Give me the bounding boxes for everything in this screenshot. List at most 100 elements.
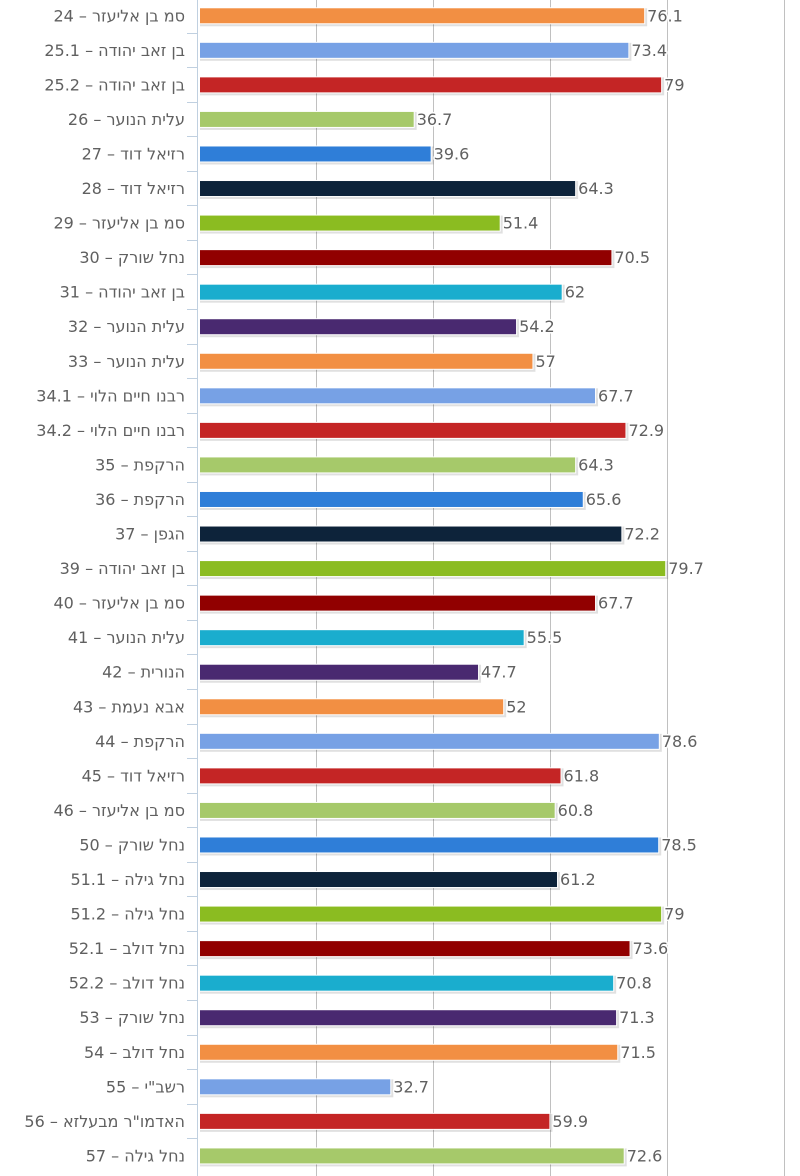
data-label: 60.8 xyxy=(558,801,594,820)
data-label: 64.3 xyxy=(578,455,614,474)
data-label: 70.5 xyxy=(614,248,650,267)
category-label: רשב"י – 55 xyxy=(106,1077,185,1096)
data-label: 79 xyxy=(664,75,684,94)
category-label: הגפן – 37 xyxy=(115,525,185,544)
data-label: 61.8 xyxy=(564,766,600,785)
category-label: בן זאב יהודה – 39 xyxy=(60,559,185,578)
data-label: 72.2 xyxy=(624,525,660,544)
bar[interactable] xyxy=(199,110,415,128)
category-label: רזיאל דוד – 28 xyxy=(82,179,185,198)
bar[interactable] xyxy=(199,974,615,992)
bar[interactable] xyxy=(199,905,663,923)
category-label: הרקפת – 36 xyxy=(95,490,185,509)
category-label: הרקפת – 35 xyxy=(95,455,185,474)
bar[interactable] xyxy=(199,283,563,301)
category-label: אבא נעמת – 43 xyxy=(73,697,185,716)
bar[interactable] xyxy=(199,698,505,716)
gridlines xyxy=(316,0,785,1176)
category-label: נחל שורק – 50 xyxy=(79,835,185,854)
category-axis xyxy=(187,0,198,1176)
category-label: הנורית – 42 xyxy=(102,663,185,682)
bar[interactable] xyxy=(199,7,646,25)
category-label: עלית הנוער – 41 xyxy=(68,628,185,647)
data-label: 78.5 xyxy=(661,835,697,854)
bar[interactable] xyxy=(199,1043,619,1061)
bar[interactable] xyxy=(199,421,627,439)
bar[interactable] xyxy=(199,387,597,405)
data-label: 71.3 xyxy=(619,1008,655,1027)
data-label: 73.6 xyxy=(633,939,669,958)
category-label: הרקפת – 44 xyxy=(95,732,185,751)
bar[interactable] xyxy=(199,180,577,198)
bar[interactable] xyxy=(199,525,623,543)
category-label: סמ בן אליעזר – 29 xyxy=(53,214,185,233)
data-label: 76.1 xyxy=(647,6,683,25)
bar[interactable] xyxy=(199,663,480,681)
category-label: בן זאב יהודה – 25.2 xyxy=(44,75,185,94)
category-label: נחל שורק – 53 xyxy=(79,1008,185,1027)
category-label: נחל שורק – 30 xyxy=(79,248,185,267)
bar[interactable] xyxy=(199,1009,618,1027)
data-label: 71.5 xyxy=(620,1043,656,1062)
category-label: סמ בן אליעזר – 40 xyxy=(53,594,185,613)
bar[interactable] xyxy=(199,76,663,94)
bar[interactable] xyxy=(199,732,660,750)
category-label: בן זאב יהודה – 31 xyxy=(60,283,185,302)
bar[interactable] xyxy=(199,801,556,819)
category-label: נחל דולב – 54 xyxy=(84,1043,185,1062)
bar[interactable] xyxy=(199,214,501,232)
data-label: 72.6 xyxy=(627,1146,663,1165)
bar[interactable] xyxy=(199,594,597,612)
data-label: 73.4 xyxy=(631,41,667,60)
category-label: רזיאל דוד – 27 xyxy=(82,144,185,163)
category-label: עלית הנוער – 33 xyxy=(68,352,185,371)
category-label: סמ בן אליעזר – 46 xyxy=(53,801,185,820)
data-label: 55.5 xyxy=(527,628,563,647)
data-label: 65.6 xyxy=(586,490,622,509)
bar[interactable] xyxy=(199,767,562,785)
bar[interactable] xyxy=(199,871,559,889)
category-label: נחל דולב – 52.1 xyxy=(69,939,185,958)
data-label: 57 xyxy=(535,352,555,371)
category-labels: סמ בן אליעזר – 24 בן זאב יהודה – 25.1 בן ז… xyxy=(24,6,185,1165)
bar[interactable] xyxy=(199,836,660,854)
bar[interactable] xyxy=(199,352,534,370)
data-label: 70.8 xyxy=(616,974,652,993)
bar[interactable] xyxy=(199,490,584,508)
bar[interactable] xyxy=(199,1147,625,1165)
category-label: עלית הנוער – 26 xyxy=(68,110,185,129)
bar[interactable] xyxy=(199,1078,392,1096)
category-label: סמ בן אליעזר – 24 xyxy=(53,6,185,25)
data-label: 79 xyxy=(664,905,684,924)
data-labels: 76.1 73.4 79 36.7 39.6 64.3 51.4 70.5 62 54.2 57 67… xyxy=(392,5,706,1167)
data-label: 61.2 xyxy=(560,870,596,889)
data-label: 59.9 xyxy=(552,1112,588,1131)
data-label: 64.3 xyxy=(578,179,614,198)
data-label: 51.4 xyxy=(503,214,539,233)
category-label: נחל גילה – 51.1 xyxy=(70,870,185,889)
bar[interactable] xyxy=(199,249,613,267)
category-label: רזיאל דוד – 45 xyxy=(82,766,185,785)
bar[interactable] xyxy=(199,145,432,163)
bar[interactable] xyxy=(199,940,631,958)
category-label: בן זאב יהודה – 25.1 xyxy=(44,41,185,60)
data-label: 67.7 xyxy=(598,594,634,613)
category-label: רבנו חיים הלוי – 34.1 xyxy=(36,386,185,405)
bar[interactable] xyxy=(199,456,577,474)
bar[interactable] xyxy=(199,560,667,578)
category-label: נחל גילה – 51.2 xyxy=(70,905,185,924)
bar[interactable] xyxy=(199,1112,551,1130)
data-label: 79.7 xyxy=(668,559,704,578)
data-label: 54.2 xyxy=(519,317,555,336)
bar[interactable] xyxy=(199,318,518,336)
data-label: 47.7 xyxy=(481,663,517,682)
data-label: 72.9 xyxy=(628,421,664,440)
category-label: עלית הנוער – 32 xyxy=(68,317,185,336)
bar[interactable] xyxy=(199,41,630,59)
category-label: נחל דולב – 52.2 xyxy=(69,974,185,993)
data-label: 78.6 xyxy=(662,732,698,751)
data-label: 67.7 xyxy=(598,386,634,405)
category-label: רבנו חיים הלוי – 34.2 xyxy=(36,421,185,440)
bar[interactable] xyxy=(199,629,525,647)
